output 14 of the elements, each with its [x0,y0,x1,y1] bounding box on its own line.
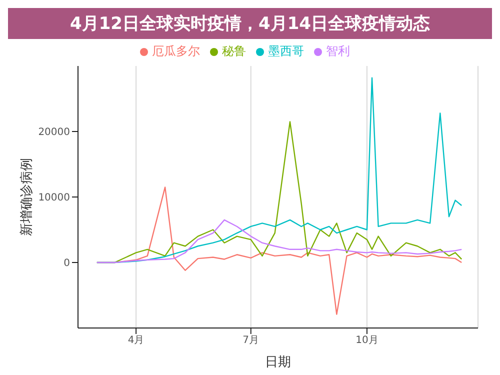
x-axis-title: 日期 [265,355,291,370]
legend-label: 墨西哥 [268,44,304,58]
x-tick-label: 4月 [128,335,144,346]
line-series [96,219,462,264]
y-axis-title: 新增确诊病例 [20,158,35,236]
legend-label: 智利 [326,44,350,58]
x-tick-label: 10月 [356,335,378,346]
y-tick-label: 0 [64,258,70,270]
chart-title: 4月12日全球实时疫情，4月14日全球疫情动态 [8,8,492,39]
y-tick-label: 20000 [38,127,70,138]
legend-label: 厄瓜多尔 [152,44,200,58]
legend-label: 秘鲁 [222,44,246,58]
x-tick-label: 7月 [242,335,260,346]
y-tick-label: 10000 [38,192,70,204]
